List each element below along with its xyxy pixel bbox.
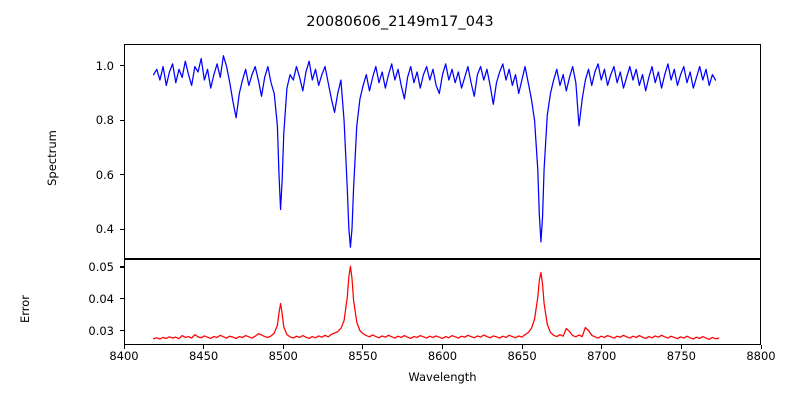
y-tick-label: 0.05 — [88, 259, 114, 274]
x-tick-mark — [521, 345, 523, 349]
y-tick-label: 0.6 — [95, 167, 114, 182]
y-tick-mark — [120, 228, 124, 230]
x-tick-label: 8450 — [188, 349, 219, 363]
error-plot-panel — [124, 259, 761, 345]
x-tick-mark — [601, 345, 603, 349]
x-tick-mark — [123, 345, 125, 349]
spectrum-y-axis-label: Spectrum — [45, 130, 59, 186]
x-tick-label: 8750 — [666, 349, 697, 363]
x-tick-mark — [442, 345, 444, 349]
y-tick-mark — [120, 330, 124, 332]
x-tick-mark — [760, 345, 762, 349]
y-tick-label: 0.4 — [95, 222, 114, 237]
x-tick-label: 8700 — [587, 349, 617, 363]
error-y-axis-label: Error — [18, 294, 32, 324]
y-tick-label: 0.04 — [88, 291, 114, 306]
spectrum-plot-panel — [124, 44, 761, 259]
x-tick-mark — [680, 345, 682, 349]
page-title: 20080606_2149m17_043 — [306, 14, 494, 30]
y-tick-label: 1.0 — [95, 58, 114, 73]
x-tick-label: 8550 — [348, 349, 378, 363]
x-tick-label: 8400 — [109, 349, 139, 363]
x-tick-label: 8650 — [507, 349, 537, 363]
y-tick-label: 0.03 — [88, 323, 114, 338]
y-tick-mark — [120, 119, 124, 121]
y-tick-mark — [120, 266, 124, 268]
spectrum-line-series — [125, 45, 760, 258]
error-line-series — [125, 260, 760, 344]
x-tick-mark — [203, 345, 205, 349]
x-tick-label: 8500 — [268, 349, 298, 363]
y-tick-mark — [120, 298, 124, 300]
x-tick-label: 8800 — [746, 349, 776, 363]
x-tick-mark — [362, 345, 364, 349]
y-tick-mark — [120, 174, 124, 176]
x-tick-mark — [282, 345, 284, 349]
y-tick-label: 0.8 — [95, 113, 114, 128]
x-tick-label: 8600 — [427, 349, 458, 363]
y-tick-mark — [120, 65, 124, 67]
x-axis-label: Wavelength — [408, 370, 477, 384]
